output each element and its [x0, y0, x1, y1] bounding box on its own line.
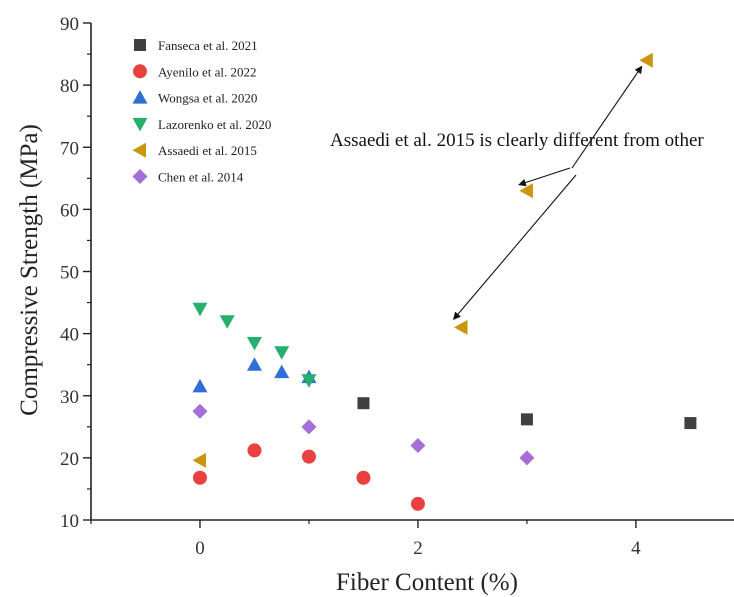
y-tick-label: 30 [60, 387, 79, 408]
data-point [519, 450, 535, 466]
data-point [639, 52, 653, 68]
data-point [192, 452, 206, 468]
data-point [410, 496, 425, 511]
data-points [192, 52, 697, 511]
annotation-arrow [571, 65, 643, 169]
data-point [301, 374, 317, 388]
legend-marker [132, 90, 148, 104]
y-tick-label: 50 [60, 263, 79, 284]
data-point [247, 443, 262, 458]
data-point [192, 470, 207, 485]
data-point [246, 357, 262, 371]
data-point [219, 315, 235, 329]
legend-marker [132, 169, 148, 184]
data-point [192, 378, 208, 393]
y-tick-label: 40 [60, 325, 79, 346]
legend-label: Fanseca et al. 2021 [158, 38, 258, 53]
x-tick-label: 2 [413, 538, 423, 559]
annotation-arrow [518, 167, 571, 187]
annotation-text: Assaedi et al. 2015 is clearly different… [330, 130, 704, 151]
y-tick-label: 80 [60, 76, 79, 97]
axes: 10 20 30 40 50 60 70 80 90 0 2 4 [60, 14, 734, 559]
data-point [192, 302, 208, 317]
annotation: Assaedi et al. 2015 is clearly different… [330, 65, 704, 320]
data-point [454, 319, 468, 335]
y-axis-title: Compressive Strength (MPa) [16, 124, 43, 416]
annotation-arrow [453, 174, 577, 320]
data-point [520, 413, 533, 426]
y-tick-label: 90 [60, 14, 79, 35]
x-axis-title: Fiber Content (%) [336, 569, 518, 596]
y-tick-label: 10 [60, 511, 79, 532]
legend-marker [134, 39, 146, 51]
legend-marker [132, 142, 146, 158]
x-tick-label: 0 [195, 538, 205, 559]
x-tick-label: 4 [631, 538, 641, 559]
y-tick-label: 20 [60, 449, 79, 470]
legend-label: Wongsa et al. 2020 [158, 91, 257, 106]
legend-marker [132, 117, 148, 132]
data-point [357, 397, 370, 410]
legend-label: Lazorenko et al. 2020 [158, 117, 271, 132]
legend-label: Chen et al. 2014 [158, 170, 244, 185]
legend: Fanseca et al. 2021 Ayenilo et al. 2022 Wo… [132, 38, 271, 185]
data-point [301, 449, 316, 464]
data-point [410, 437, 426, 453]
y-tick-label: 70 [60, 138, 79, 159]
data-point [274, 364, 290, 379]
data-point [519, 183, 533, 199]
data-point [301, 419, 317, 435]
legend-label: Ayenilo et al. 2022 [158, 64, 256, 79]
legend-label: Assaedi et al. 2015 [158, 143, 257, 158]
data-point [246, 336, 262, 351]
legend-marker [133, 64, 147, 79]
data-point [356, 470, 371, 485]
y-tick-label: 60 [60, 200, 79, 221]
data-point [684, 417, 697, 430]
data-point [274, 346, 290, 360]
data-point [192, 403, 208, 419]
